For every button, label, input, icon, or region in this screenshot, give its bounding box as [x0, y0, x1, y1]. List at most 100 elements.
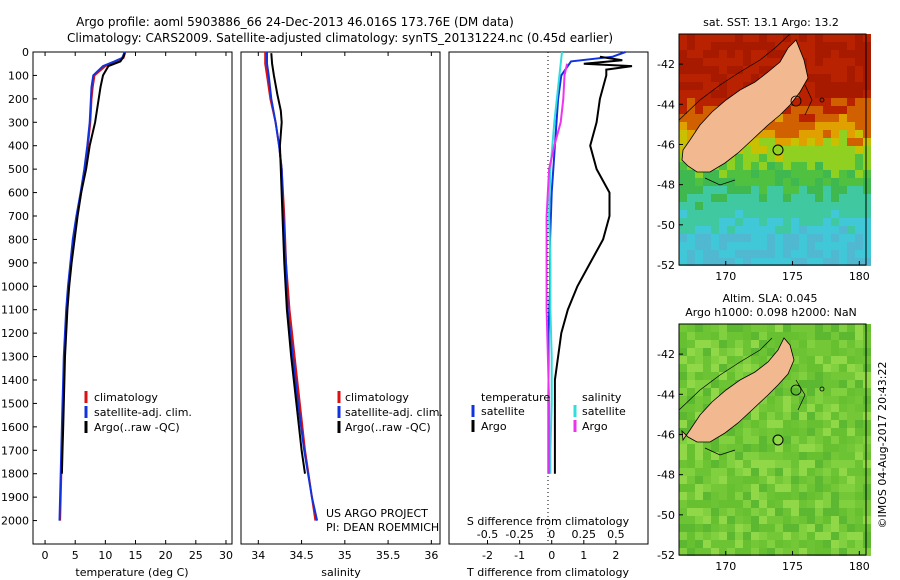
map-cell — [695, 340, 703, 348]
map-y-tick-label: -42 — [657, 348, 675, 361]
map-cell — [799, 468, 807, 476]
map-cell — [719, 186, 727, 194]
map-cell — [831, 202, 839, 210]
map-cell — [799, 146, 807, 154]
map-cell — [703, 388, 711, 396]
map-cell — [751, 146, 759, 154]
salinity-legend: climatology satellite-adj. clim. Argo(..… — [337, 391, 443, 434]
map-cell — [727, 524, 735, 532]
map-cell — [807, 452, 815, 460]
map-cell — [807, 500, 815, 508]
map-cell — [783, 324, 791, 332]
map-cell — [831, 500, 839, 508]
map-cell — [695, 202, 703, 210]
map-cell — [863, 186, 871, 194]
x-tick-label: 34 — [251, 549, 265, 562]
map-cell — [759, 218, 767, 226]
map-cell — [751, 340, 759, 348]
map-cell — [743, 170, 751, 178]
map-cell — [767, 50, 775, 58]
map-cell — [783, 138, 791, 146]
map-cell — [815, 524, 823, 532]
map-cell — [791, 348, 799, 356]
map-cell — [711, 186, 719, 194]
map-cell — [791, 154, 799, 162]
map-cell — [687, 444, 695, 452]
map-cell — [823, 468, 831, 476]
map-cell — [815, 444, 823, 452]
map-cell — [775, 146, 783, 154]
map-cell — [823, 242, 831, 250]
map-cell — [679, 226, 687, 234]
map-cell — [839, 178, 847, 186]
map-cell — [775, 234, 783, 242]
map-cell — [839, 210, 847, 218]
map-cell — [823, 348, 831, 356]
map-cell — [719, 340, 727, 348]
map-cell — [799, 170, 807, 178]
map-cell — [863, 226, 871, 234]
map-cell — [791, 340, 799, 348]
map-cell — [751, 34, 759, 42]
map-cell — [719, 210, 727, 218]
map-cell — [799, 234, 807, 242]
map-cell — [823, 396, 831, 404]
map-cell — [735, 332, 743, 340]
map-cell — [743, 74, 751, 82]
map-cell — [791, 202, 799, 210]
map-cell — [679, 500, 687, 508]
map-cell — [727, 242, 735, 250]
map-cell — [751, 540, 759, 548]
map-cell — [799, 508, 807, 516]
map-cell — [687, 540, 695, 548]
map-cell — [855, 372, 863, 380]
y-tick-label: 1500 — [1, 397, 29, 410]
map-cell — [711, 178, 719, 186]
map-cell — [847, 106, 855, 114]
map-cell — [799, 42, 807, 50]
map-cell — [855, 234, 863, 242]
map-cell — [735, 50, 743, 58]
map-y-tick-label: -42 — [657, 58, 675, 71]
map-cell — [775, 460, 783, 468]
map-cell — [783, 468, 791, 476]
map-cell — [735, 428, 743, 436]
map-cell — [799, 250, 807, 258]
map-cell — [863, 524, 871, 532]
map-cell — [735, 444, 743, 452]
map-cell — [751, 324, 759, 332]
map-cell — [863, 420, 871, 428]
map-cell — [855, 484, 863, 492]
map-cell — [735, 476, 743, 484]
map-cell — [751, 508, 759, 516]
map-cell — [759, 476, 767, 484]
map-cell — [839, 508, 847, 516]
map-cell — [711, 234, 719, 242]
map-cell — [839, 436, 847, 444]
map-cell — [791, 540, 799, 548]
map-cell — [783, 532, 791, 540]
map-cell — [855, 436, 863, 444]
map-cell — [735, 66, 743, 74]
map-cell — [711, 226, 719, 234]
map-cell — [711, 42, 719, 50]
map-cell — [695, 90, 703, 98]
map-cell — [687, 348, 695, 356]
map-cell — [855, 420, 863, 428]
map-cell — [807, 178, 815, 186]
map-y-tick-label: -50 — [657, 509, 675, 522]
map-cell — [743, 250, 751, 258]
map-cell — [815, 468, 823, 476]
map-cell — [783, 162, 791, 170]
map-cell — [839, 396, 847, 404]
map-cell — [727, 516, 735, 524]
map-cell — [775, 34, 783, 42]
map-cell — [767, 348, 775, 356]
map-cell — [815, 404, 823, 412]
map-cell — [807, 58, 815, 66]
map-cell — [711, 90, 719, 98]
y-tick-label: 1900 — [1, 491, 29, 504]
map-cell — [695, 66, 703, 74]
map-cell — [807, 356, 815, 364]
map-cell — [743, 532, 751, 540]
